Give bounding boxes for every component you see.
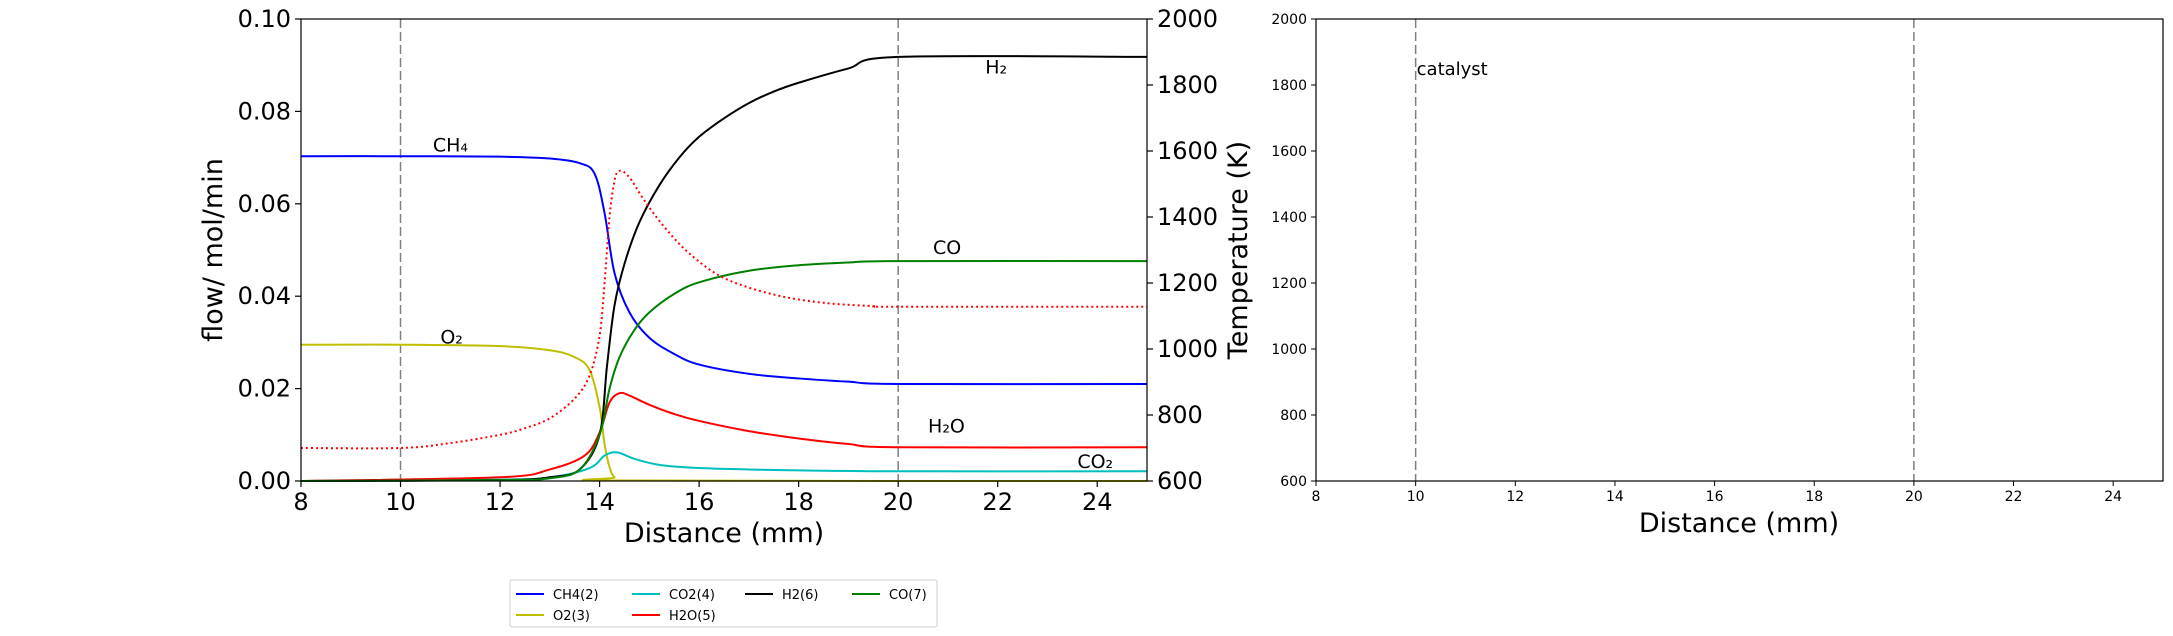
series-line: [300, 451, 1148, 482]
legend-label: O2(3): [553, 609, 590, 624]
x-tick-label: 14: [1606, 489, 1624, 505]
y-tick-label: 0.10: [238, 5, 291, 33]
series-annotations: CH₄ O₂ H₂ CO H₂O CO₂: [433, 57, 1113, 474]
y-axis-ticks: 600 800 1000 1200 1400 1600 1800 2000: [1271, 12, 1316, 490]
y-tick-label: 1000: [1271, 342, 1307, 358]
series-annotation: H₂: [985, 57, 1007, 79]
legend-label: H2(6): [782, 588, 818, 603]
x-tick-label: 24: [1082, 488, 1113, 516]
y-tick-label: 0.06: [238, 190, 291, 218]
series-line: [300, 259, 1148, 482]
x-tick-label: 24: [2104, 489, 2122, 505]
y-tick-label: 1600: [1271, 144, 1307, 160]
y-tick-label: 800: [1280, 408, 1307, 424]
x-tick-label: 10: [1407, 489, 1425, 505]
legend: CH4(2) CO2(4) H2(6) CO(7) O2(3) H2O(5): [509, 579, 938, 628]
right-x-axis-label: Distance (mm): [1639, 508, 1839, 539]
left-plot-frame: [300, 18, 1148, 482]
y-tick-label: 2000: [1271, 12, 1307, 28]
right-y-tick-label: 1000: [1157, 335, 1218, 363]
series-group: [300, 55, 1148, 482]
temperature-line: [300, 169, 1148, 450]
x-tick-label: 18: [1805, 489, 1823, 505]
x-tick-label: 8: [1312, 489, 1321, 505]
legend-label: CO(7): [889, 588, 927, 603]
x-tick-label: 8: [293, 488, 308, 516]
legend-frame: [509, 579, 938, 628]
series-line: [300, 155, 1148, 386]
series-annotation: O₂: [440, 326, 463, 348]
series-annotation: H₂O: [928, 415, 965, 437]
right-y-tick-label: 600: [1157, 467, 1203, 495]
legend-label: H2O(5): [669, 609, 716, 624]
left-x-axis-label: Distance (mm): [624, 518, 824, 549]
right-y-tick-label: 1600: [1157, 137, 1218, 165]
series-line: [300, 343, 1148, 482]
x-tick-label: 22: [982, 488, 1013, 516]
y-tick-label: 1800: [1271, 78, 1307, 94]
x-tick-label: 12: [485, 488, 516, 516]
series-annotation: CH₄: [433, 135, 469, 157]
catalyst-boundary-lines: [1414, 19, 1915, 481]
x-tick-label: 22: [2005, 489, 2023, 505]
legend-label: CH4(2): [553, 588, 599, 603]
y-tick-label: 0.02: [238, 375, 291, 403]
x-tick-label: 10: [385, 488, 416, 516]
x-tick-label: 12: [1506, 489, 1524, 505]
x-tick-label: 14: [584, 488, 615, 516]
catalyst-boundary-lines: [399, 19, 899, 481]
x-axis-ticks: 8 10 12 14 16 18 20 22 24: [1312, 481, 2122, 505]
legend-label: CO2(4): [669, 588, 715, 603]
catalyst-annotation: catalyst: [1417, 59, 1488, 80]
x-tick-label: 20: [1905, 489, 1923, 505]
series-line: [300, 55, 1148, 482]
series-annotation: CO₂: [1077, 451, 1113, 473]
right-y-axis-label: Temperature (K): [1223, 141, 1254, 360]
right-y-tick-label: 800: [1157, 401, 1203, 429]
series-line: [300, 391, 1148, 482]
left-y-axis-label: flow/ mol/min: [198, 158, 229, 342]
y-tick-label: 0.04: [238, 282, 291, 310]
right-y-tick-label: 2000: [1157, 5, 1218, 33]
right-y-tick-label: 1400: [1157, 203, 1218, 231]
legend-items: CH4(2) CO2(4) H2(6) CO(7) O2(3) H2O(5): [516, 588, 927, 624]
x-axis-ticks: 8 10 12 14 16 18 20 22 24: [293, 481, 1113, 516]
y-tick-label: 1200: [1271, 276, 1307, 292]
right-chart: catalyst 8 10 12 14 16 18 20 22 24 600 800 1000 120…: [1271, 12, 2164, 539]
catalyst-label: catalyst: [1417, 59, 1488, 80]
x-tick-label: 18: [783, 488, 814, 516]
y-tick-label: 600: [1280, 474, 1307, 490]
right-y-tick-label: 1200: [1157, 269, 1218, 297]
series-annotation: CO: [933, 237, 961, 259]
x-tick-label: 16: [1706, 489, 1724, 505]
right-y-axis-ticks: 600 800 1000 1200 1400 1600 1800 2000: [1147, 5, 1218, 495]
y-axis-ticks: 0.00 0.02 0.04 0.06 0.08 0.10: [238, 5, 301, 495]
x-tick-label: 20: [883, 488, 914, 516]
x-tick-label: 16: [684, 488, 715, 516]
right-y-tick-label: 1800: [1157, 71, 1218, 99]
right-plot-frame: [1315, 18, 2164, 482]
y-tick-label: 0.00: [238, 467, 291, 495]
y-tick-label: 1400: [1271, 210, 1307, 226]
y-tick-label: 0.08: [238, 97, 291, 125]
